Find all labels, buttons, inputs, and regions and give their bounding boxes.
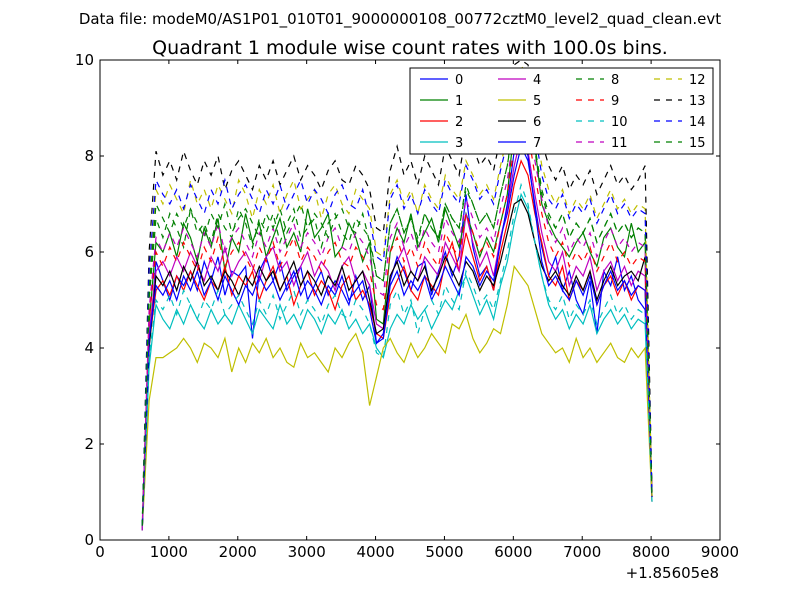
legend-label-4: 4 [533,73,541,88]
series-7-line [141,124,653,531]
y-tick-label: 6 [84,243,94,261]
x-tick-label: 4000 [356,543,394,561]
legend-label-14: 14 [689,115,706,130]
series-9-line [141,110,653,531]
series-lines [141,60,653,531]
series-6-line [141,198,653,531]
series-15-line [141,86,653,526]
legend-label-10: 10 [611,115,628,130]
series-2-line [141,159,653,531]
series-11-line [141,96,653,531]
y-tick-label: 2 [84,435,94,453]
legend-label-1: 1 [455,94,463,109]
x-tick-label: 9000 [701,543,739,561]
series-14-line [141,67,653,526]
legend-label-8: 8 [611,73,619,88]
series-1-line [141,67,653,526]
series-5-line [141,264,653,531]
x-axis: 0 1000 2000 3000 4000 5000 6000 7000 8000 9000 [95,60,739,561]
legend-label-5: 5 [533,94,541,109]
x-tick-label: 6000 [494,543,532,561]
y-tick-label: 4 [84,339,94,357]
y-tick-label: 0 [84,531,94,549]
legend-box [409,67,714,155]
chart-suptitle: Data file: modeM0/AS1P01_010T01_90000001… [79,10,721,29]
y-tick-label: 8 [84,147,94,165]
series-12-line [141,63,653,526]
y-tick-label: 10 [75,51,94,69]
series-4-line [141,135,653,531]
x-tick-label: 0 [95,543,105,561]
chart-title: Quadrant 1 module wise count rates with … [152,37,668,59]
series-3-line [141,192,653,531]
legend-label-2: 2 [455,115,463,130]
legend-label-7: 7 [533,136,541,151]
x-tick-label: 3000 [288,543,326,561]
x-tick-label: 2000 [219,543,257,561]
legend-label-12: 12 [689,73,706,88]
x-offset-label: +1.85605e8 [626,564,719,582]
legend-label-0: 0 [455,73,463,88]
legend-label-13: 13 [689,94,706,109]
legend-label-15: 15 [689,136,706,151]
x-tick-label: 1000 [150,543,188,561]
x-tick-label: 5000 [425,543,463,561]
legend-label-6: 6 [533,115,541,130]
legend-label-11: 11 [611,136,628,151]
legend-label-9: 9 [611,94,619,109]
x-tick-label: 7000 [563,543,601,561]
series-0-line [141,144,653,531]
series-13-line [141,60,653,526]
x-tick-label: 8000 [632,543,670,561]
plot-frame [99,59,721,541]
legend-label-3: 3 [455,136,463,151]
